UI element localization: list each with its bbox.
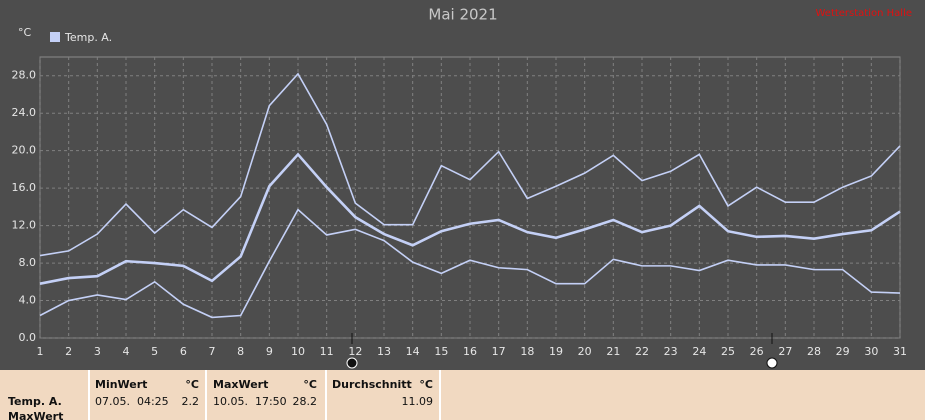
- x-tick-label: 12: [348, 345, 362, 358]
- x-tick-label: 15: [434, 345, 448, 358]
- x-tick-label: 14: [406, 345, 420, 358]
- stat-cell: Durchschnitt °C 11.09: [325, 370, 441, 420]
- stat-header: Durchschnitt: [332, 378, 412, 391]
- x-tick-label: 7: [209, 345, 216, 358]
- row-label: MaxWert: [8, 410, 64, 420]
- x-tick-label: 24: [692, 345, 706, 358]
- stat-unit: °C: [303, 378, 317, 391]
- stat-header: MaxWert: [213, 378, 269, 391]
- x-tick-label: 27: [778, 345, 792, 358]
- y-tick-label: 8.0: [19, 256, 37, 269]
- x-tick-label: 10: [291, 345, 305, 358]
- x-tick-label: 17: [492, 345, 506, 358]
- legend-label: Temp. A.: [64, 31, 112, 44]
- x-tick-label: 8: [237, 345, 244, 358]
- y-tick-label: 12.0: [12, 219, 37, 232]
- x-tick-label: 6: [180, 345, 187, 358]
- stat-value: 28.2: [292, 395, 318, 408]
- x-tick-label: 9: [266, 345, 273, 358]
- x-tick-label: 26: [750, 345, 764, 358]
- y-tick-label: 4.0: [19, 294, 37, 307]
- stat-unit: °C: [419, 378, 433, 391]
- stat-unit: °C: [185, 378, 199, 391]
- y-tick-label: 16.0: [12, 181, 37, 194]
- x-tick-label: 19: [549, 345, 563, 358]
- y-tick-label: 20.0: [12, 144, 37, 157]
- chart-title: Mai 2021: [428, 6, 497, 24]
- x-tick-label: 31: [893, 345, 907, 358]
- marker[interactable]: [766, 357, 778, 369]
- temp-line: [39, 152, 901, 285]
- legend-swatch: [50, 32, 60, 42]
- y-tick-label: 0.0: [19, 331, 37, 344]
- stat-cell: MaxWert °C 10.05. 17:50 28.2: [205, 370, 325, 420]
- x-tick-label: 11: [320, 345, 334, 358]
- x-tick-label: 1: [37, 345, 44, 358]
- x-tick-label: 16: [463, 345, 477, 358]
- x-tick-label: 23: [664, 345, 678, 358]
- x-tick-label: 25: [721, 345, 735, 358]
- station-label: Wetterstation Halle: [815, 8, 912, 19]
- stats-panel: Temp. A. MaxWert MinWert °C 07.05. 04:25…: [0, 370, 925, 420]
- x-tick-label: 22: [635, 345, 649, 358]
- x-tick-label: 30: [864, 345, 878, 358]
- x-tick-label: 29: [836, 345, 850, 358]
- y-tick-label: 24.0: [12, 106, 37, 119]
- stat-time: 10.05. 17:50: [213, 395, 287, 408]
- temp-line: [39, 208, 901, 319]
- stat-value: 11.09: [401, 395, 434, 408]
- row-label: Temp. A.: [8, 395, 62, 408]
- stat-header: MinWert: [95, 378, 148, 391]
- x-tick-label: 3: [94, 345, 101, 358]
- stat-value: 2.2: [181, 395, 200, 408]
- row-header: Temp. A. MaxWert: [0, 370, 88, 420]
- x-tick-label: 5: [151, 345, 158, 358]
- x-tick-label: 18: [520, 345, 534, 358]
- y-tick-label: 28.0: [12, 69, 37, 82]
- x-tick-label: 28: [807, 345, 821, 358]
- x-tick-label: 2: [65, 345, 72, 358]
- chart: Mai 2021 Wetterstation Halle °C Temp. A.…: [12, 6, 912, 369]
- y-unit: °C: [18, 26, 32, 39]
- x-tick-label: 20: [578, 345, 592, 358]
- stat-cell: MinWert °C 07.05. 04:25 2.2: [88, 370, 205, 420]
- x-tick-label: 4: [123, 345, 130, 358]
- x-tick-label: 21: [606, 345, 620, 358]
- marker[interactable]: [346, 357, 358, 369]
- x-tick-label: 13: [377, 345, 391, 358]
- stat-time: 07.05. 04:25: [95, 395, 169, 408]
- temp-line: [39, 72, 901, 257]
